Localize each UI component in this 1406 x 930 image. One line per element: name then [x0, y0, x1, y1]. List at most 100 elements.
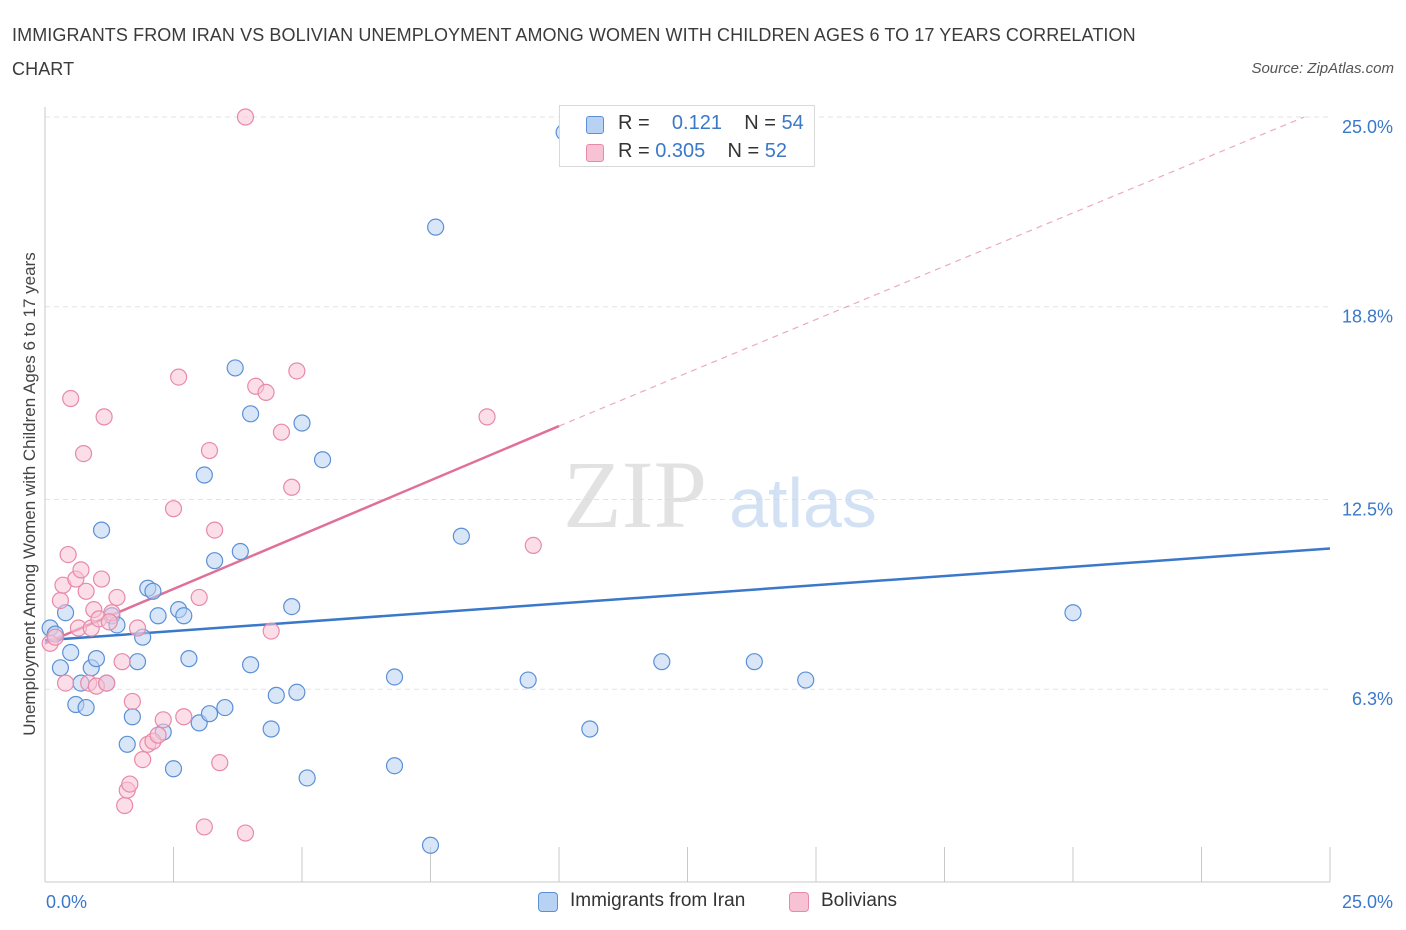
- point-iran: [77, 698, 95, 717]
- legend-label-iran: Immigrants from Iran: [570, 890, 746, 911]
- legend-label-bolivians: Bolivians: [821, 890, 898, 911]
- r-label: R =: [618, 112, 650, 134]
- point-bolivians: [211, 754, 229, 772]
- point-bolivians: [478, 408, 496, 426]
- y-tick-label: 25.0%: [1342, 117, 1393, 137]
- point-iran: [144, 582, 162, 600]
- y-tick-label: 6.3%: [1352, 689, 1393, 709]
- source-credit: Source: ZipAtlas.com: [1251, 60, 1394, 77]
- point-bolivians: [524, 536, 542, 555]
- chart-title: IMMIGRANTS FROM IRAN VS BOLIVIAN UNEMPLO…: [12, 25, 1136, 79]
- y-tick-label: 18.8%: [1342, 307, 1393, 327]
- point-iran: [283, 597, 301, 616]
- point-iran: [385, 668, 404, 686]
- grid-lines: [45, 116, 1330, 690]
- point-bolivians: [46, 628, 64, 646]
- point-bolivians: [236, 108, 255, 126]
- point-bolivians: [62, 389, 80, 408]
- point-iran: [195, 466, 213, 484]
- point-iran: [797, 671, 815, 689]
- point-bolivians: [154, 711, 172, 729]
- point-bolivians: [59, 545, 77, 564]
- point-bolivians: [123, 692, 141, 711]
- point-iran: [231, 542, 249, 561]
- point-bolivians: [190, 588, 208, 607]
- n-label: N =: [744, 112, 776, 134]
- point-iran: [206, 552, 224, 570]
- point-iran: [298, 769, 316, 787]
- tick-labels: 6.3% 12.5% 18.8% 25.0% 0.0% 25.0%: [46, 117, 1393, 912]
- point-iran: [92, 521, 111, 539]
- point-bolivians: [236, 824, 255, 842]
- point-iran: [262, 720, 280, 738]
- point-bolivians: [134, 750, 152, 769]
- point-iran: [313, 451, 332, 469]
- point-bolivians: [100, 613, 118, 631]
- point-iran: [452, 527, 470, 545]
- trend-lines: [44, 116, 1331, 645]
- point-bolivians: [51, 591, 70, 610]
- legend-swatch-iran: [586, 116, 604, 134]
- point-bolivians: [288, 362, 306, 380]
- point-bolivians: [128, 619, 147, 637]
- point-bolivians: [113, 653, 131, 671]
- point-bolivians: [74, 445, 93, 463]
- point-iran: [519, 671, 537, 689]
- watermark: ZIP atlas: [563, 441, 877, 548]
- point-iran: [164, 760, 183, 778]
- r-value-iran: 0.121: [671, 112, 722, 134]
- r-value-bolivians: 0.305: [655, 140, 706, 162]
- point-bolivians: [170, 368, 188, 386]
- point-iran: [267, 686, 285, 704]
- y-tick-label: 12.5%: [1342, 500, 1393, 520]
- trend-extension-bolivians: [558, 116, 1305, 427]
- point-iran: [51, 659, 70, 677]
- r-label: R =: [618, 140, 650, 162]
- point-bolivians: [200, 441, 219, 460]
- point-bolivians: [95, 408, 113, 426]
- trend-line-iran: [44, 547, 1331, 642]
- point-iran: [242, 405, 260, 423]
- trend-line-bolivians: [44, 424, 560, 645]
- point-iran: [216, 698, 234, 717]
- point-iran: [385, 757, 404, 775]
- point-bolivians: [121, 775, 139, 793]
- series-legend: Immigrants from Iran Bolivians: [0, 888, 1406, 918]
- point-iran: [1064, 604, 1082, 622]
- point-iran: [200, 705, 219, 723]
- point-iran: [427, 218, 445, 236]
- point-iran: [581, 720, 599, 738]
- n-value-iran: 54: [781, 112, 804, 134]
- point-bolivians: [283, 478, 301, 496]
- point-iran: [180, 650, 198, 668]
- point-iran: [288, 683, 306, 701]
- point-bolivians: [262, 622, 280, 640]
- point-iran: [128, 653, 147, 671]
- data-points: [41, 108, 1082, 854]
- point-bolivians: [108, 588, 126, 607]
- point-bolivians: [164, 500, 183, 518]
- point-iran: [123, 708, 141, 726]
- point-bolivians: [98, 674, 116, 692]
- point-iran: [149, 607, 167, 625]
- point-iran: [87, 650, 106, 668]
- x-tick-label: 25.0%: [1342, 892, 1393, 912]
- point-bolivians: [175, 708, 193, 726]
- point-bolivians: [77, 582, 95, 600]
- point-bolivians: [257, 383, 275, 401]
- point-bolivians: [195, 818, 213, 836]
- point-bolivians: [272, 423, 291, 441]
- legend-swatch-iran: [538, 892, 558, 912]
- point-bolivians: [206, 521, 224, 539]
- point-iran: [62, 643, 80, 662]
- point-iran: [226, 359, 244, 377]
- point-bolivians: [149, 726, 167, 744]
- point-iran: [175, 607, 193, 625]
- watermark-atlas: atlas: [729, 464, 877, 542]
- point-iran: [421, 836, 440, 854]
- point-bolivians: [92, 570, 111, 588]
- point-iran: [745, 653, 763, 671]
- correlation-legend: R = 0.121 N = 54 R = 0.305 N = 52: [559, 105, 815, 167]
- x-tick-label: 0.0%: [46, 892, 87, 912]
